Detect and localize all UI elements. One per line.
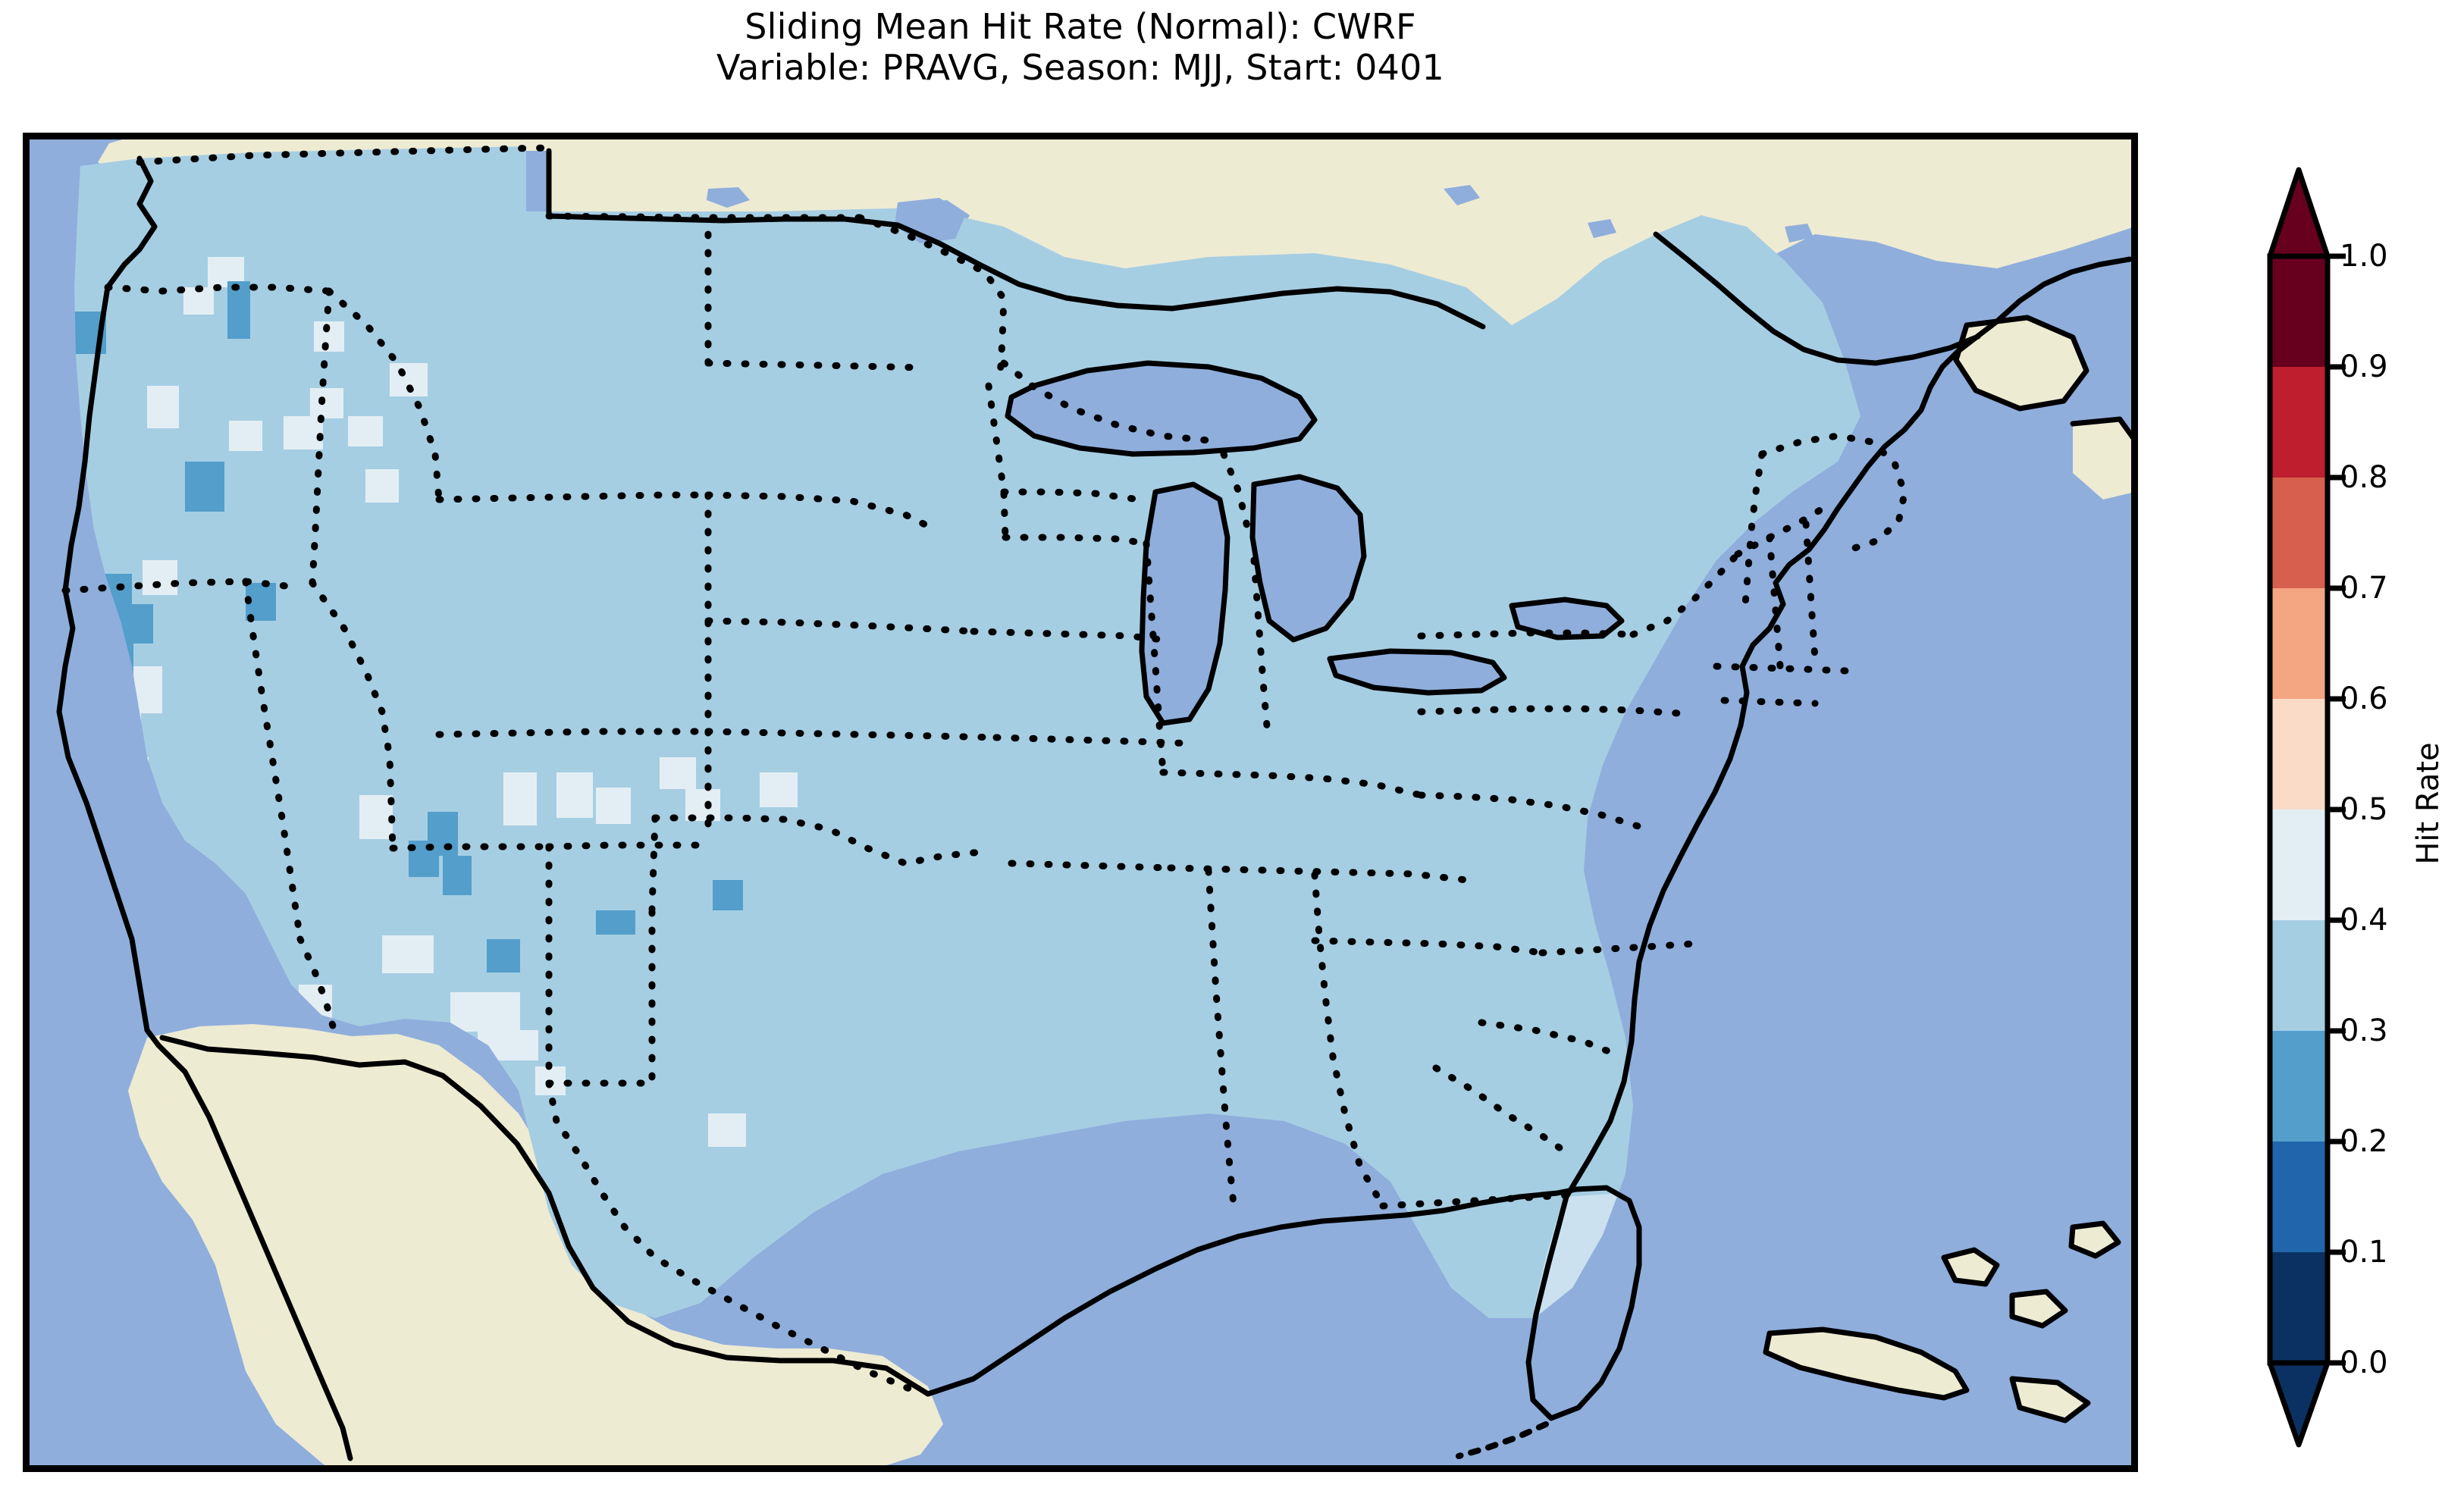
colorbar-band-0.0-0.1 xyxy=(2270,1252,2328,1363)
map-axes xyxy=(23,133,2138,1472)
colorbar-band-0.3-0.4 xyxy=(2270,920,2328,1031)
colorbar-band-0.4-0.5 xyxy=(2270,810,2328,920)
colorbar-tick-1.0: 1.0 xyxy=(2340,239,2388,274)
colorbar-ticks xyxy=(2328,253,2346,1366)
title-line-secondary: Variable: PRAVG, Season: MJJ, Start: 040… xyxy=(716,47,1444,89)
lake-huron xyxy=(1252,477,1364,640)
colorbar-axis-label: Hit Rate xyxy=(2411,742,2446,865)
lake-superior xyxy=(1008,363,1315,454)
colorbar-tick-0.3: 0.3 xyxy=(2340,1013,2388,1048)
map-canvas xyxy=(26,136,2135,1469)
lake-michigan xyxy=(1142,484,1227,723)
lake-ontario xyxy=(1512,600,1622,637)
colorbar-canvas xyxy=(2267,167,2346,1448)
figure-title: Sliding Mean Hit Rate (Normal): CWRF Var… xyxy=(0,6,2161,89)
colorbar-band-0.8-0.9 xyxy=(2270,367,2328,478)
map-frame xyxy=(26,136,2135,1469)
colorbar-band-0.5-0.6 xyxy=(2270,699,2328,810)
atlantic-canada-landmass xyxy=(1955,318,2135,500)
colorbar-tick-0.0: 0.0 xyxy=(2340,1345,2388,1380)
colorbar-tick-0.8: 0.8 xyxy=(2340,460,2388,495)
colorbar-tick-0.9: 0.9 xyxy=(2340,349,2388,384)
colorbar-band-0.1-0.2 xyxy=(2270,1142,2328,1252)
title-line-primary: Sliding Mean Hit Rate (Normal): CWRF xyxy=(745,6,1416,47)
colorbar-tick-0.1: 0.1 xyxy=(2340,1235,2388,1270)
colorbar-band-0.9-1.0 xyxy=(2270,256,2328,367)
great-lakes-group xyxy=(895,198,1622,723)
colorbar-band-0.6-0.7 xyxy=(2270,588,2328,699)
colorbar-tick-0.5: 0.5 xyxy=(2340,792,2388,827)
colorbar-band-0.7-0.8 xyxy=(2270,478,2328,588)
baja-peninsula xyxy=(156,1041,352,1464)
lake-erie xyxy=(1330,651,1504,693)
coastline-group xyxy=(56,148,2135,1461)
cuba-island xyxy=(1766,1330,1967,1398)
colorbar-tick-0.6: 0.6 xyxy=(2340,681,2388,716)
state-border-group xyxy=(61,144,1908,1394)
colorbar-over-arrow xyxy=(2267,167,2331,259)
colorbar-under-arrow xyxy=(2267,1360,2331,1448)
colorbar-band-0.2-0.3 xyxy=(2270,1031,2328,1142)
colorbar[interactable]: 1.0 0.9 0.8 0.7 0.6 0.5 0.4 0.3 0.2 0.1 … xyxy=(2267,167,2388,1448)
colorbar-tick-0.4: 0.4 xyxy=(2340,903,2388,938)
colorbar-tick-0.7: 0.7 xyxy=(2340,571,2388,606)
colorbar-tick-0.2: 0.2 xyxy=(2340,1124,2388,1159)
